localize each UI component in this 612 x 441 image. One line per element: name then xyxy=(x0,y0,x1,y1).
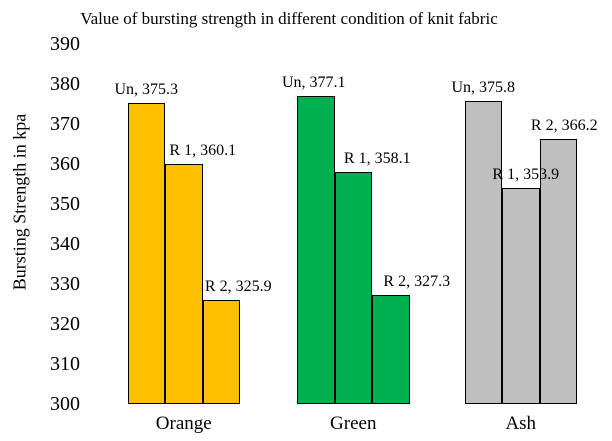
y-tick-label-390: 390 xyxy=(50,33,80,55)
data-label-ash-r-2: R 2, 366.2 xyxy=(530,117,598,135)
bar-green-r-1 xyxy=(334,171,372,404)
data-label-orange-r-2: R 2, 325.9 xyxy=(204,278,272,296)
chart-title: Value of bursting strength in different … xyxy=(80,9,498,28)
bar-green-r-2 xyxy=(372,294,410,404)
y-tick-label-340: 340 xyxy=(50,233,80,255)
bar-orange-r-1 xyxy=(165,163,203,404)
y-tick-label-350: 350 xyxy=(50,193,80,215)
x-category-label-ash: Ash xyxy=(505,413,537,434)
data-label-orange-un: Un, 375.3 xyxy=(114,80,179,98)
y-tick-label-330: 330 xyxy=(50,273,80,295)
y-tick-label-360: 360 xyxy=(50,153,80,175)
data-label-green-un: Un, 377.1 xyxy=(281,73,346,91)
y-tick-label-370: 370 xyxy=(50,113,80,135)
x-category-label-orange: Orange xyxy=(155,413,212,434)
bar-orange-un xyxy=(127,102,165,404)
data-label-ash-r-1: R 1, 353.9 xyxy=(492,166,560,184)
data-label-ash-un: Un, 375.8 xyxy=(451,78,516,96)
y-tick-label-380: 380 xyxy=(50,73,80,95)
y-tick-label-310: 310 xyxy=(50,353,80,375)
y-tick-label-300: 300 xyxy=(50,393,80,415)
data-label-green-r-1: R 1, 358.1 xyxy=(343,149,411,167)
y-tick-label-320: 320 xyxy=(50,313,80,335)
bar-green-un xyxy=(297,95,335,404)
bar-ash-r-2 xyxy=(539,139,577,404)
bar-orange-r-2 xyxy=(202,300,240,404)
bar-ash-r-1 xyxy=(502,188,540,404)
bar-ash-un xyxy=(464,100,502,404)
x-category-label-green: Green xyxy=(330,413,377,434)
data-label-green-r-2: R 2, 327.3 xyxy=(383,272,451,290)
data-label-orange-r-1: R 1, 360.1 xyxy=(169,141,237,159)
